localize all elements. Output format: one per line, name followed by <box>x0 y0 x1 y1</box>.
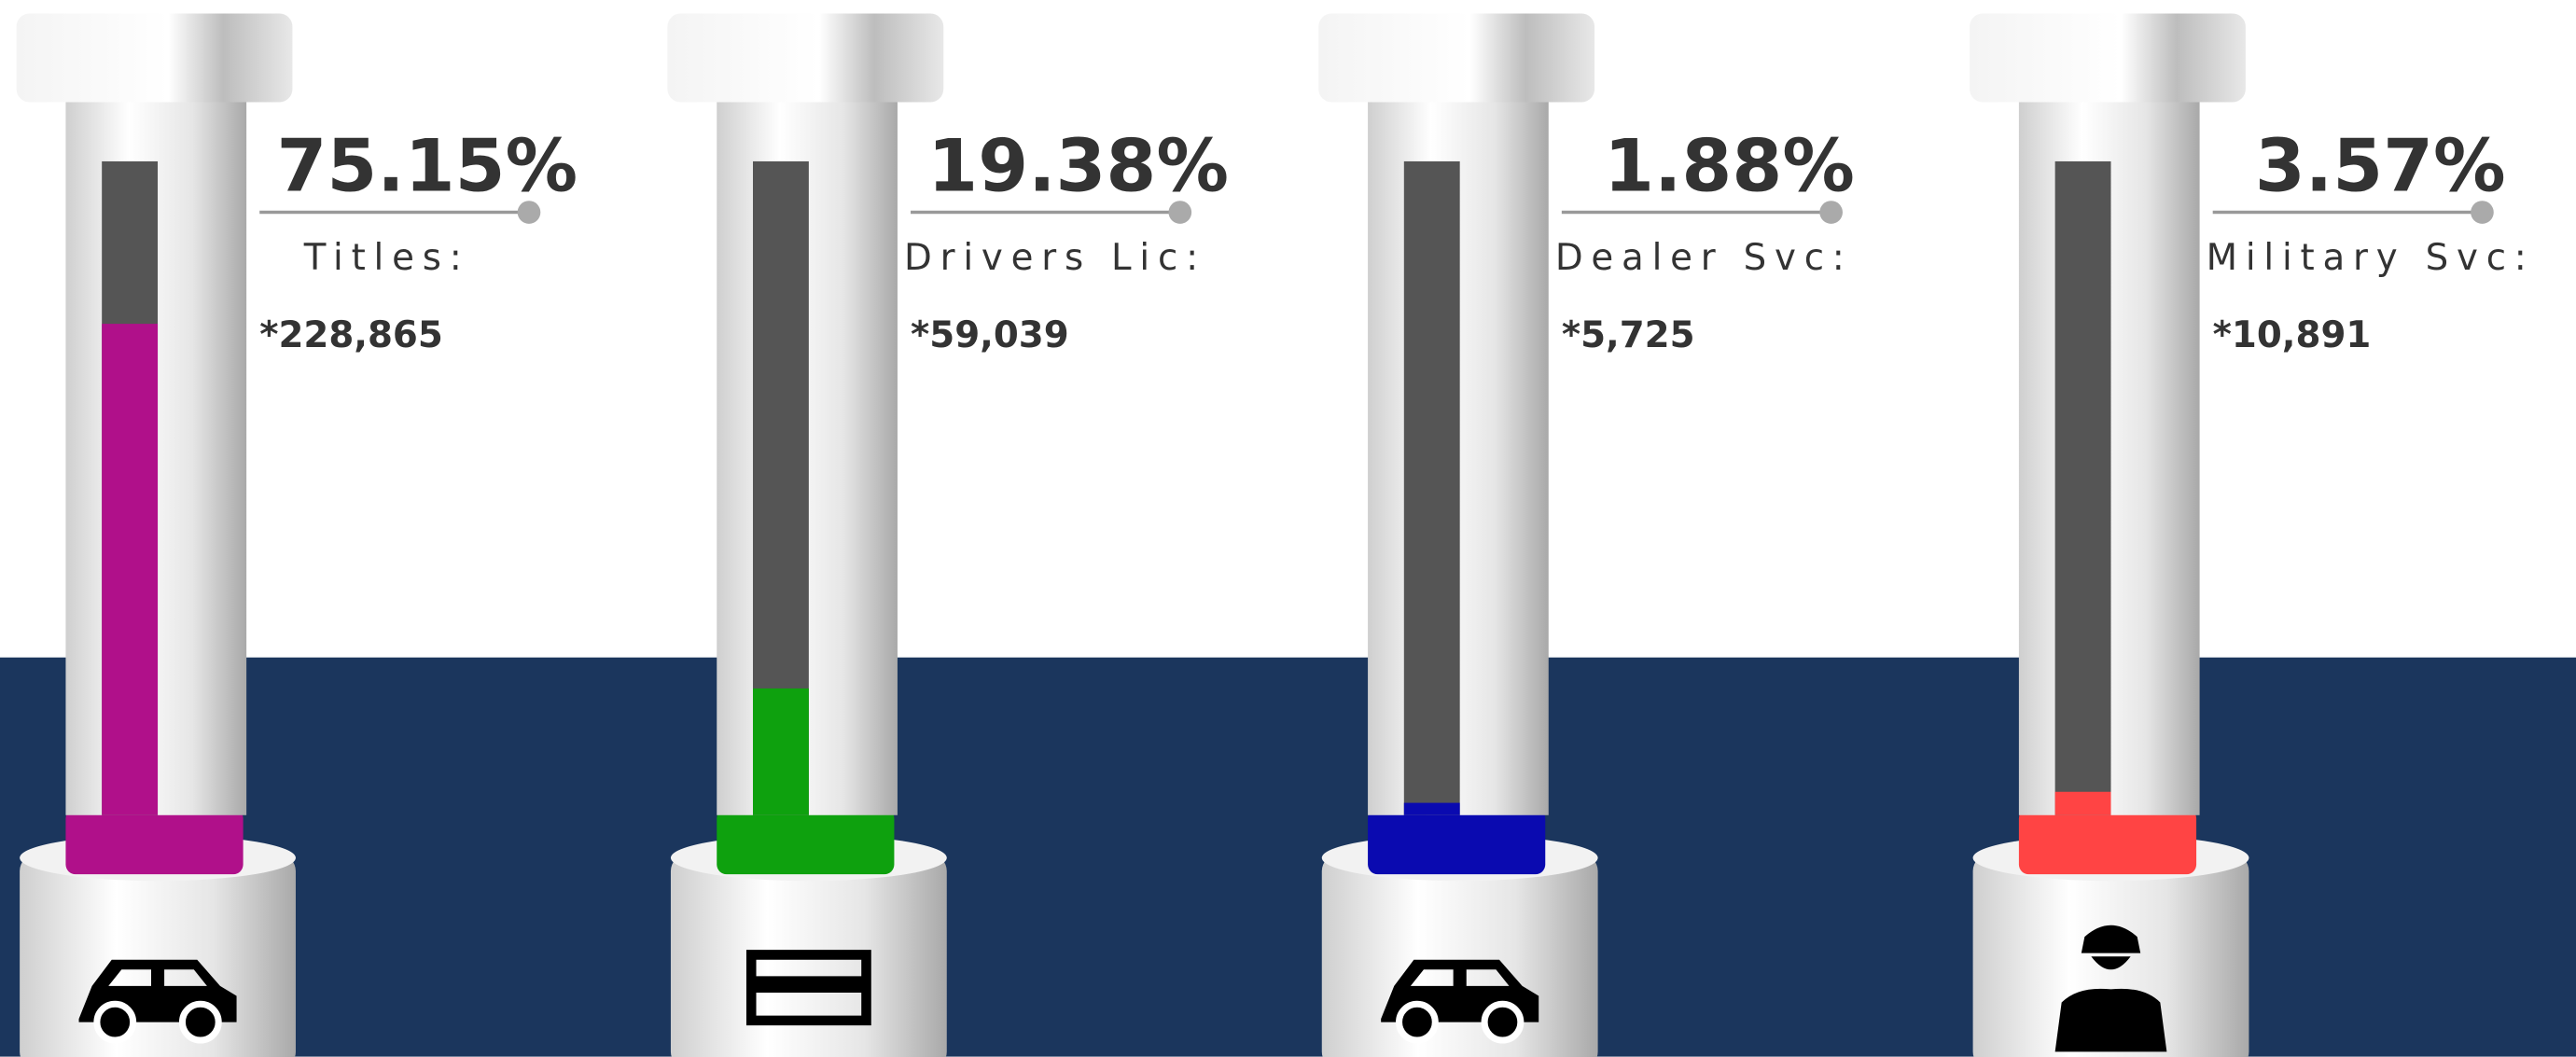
percent-label: 3.57% <box>2255 125 2506 209</box>
category-label: Drivers Lic: <box>904 237 1206 279</box>
percent-label: 1.88% <box>1604 125 1855 209</box>
count-label: *228,865 <box>259 314 443 356</box>
wheel <box>1396 1000 1439 1044</box>
icon-shape <box>2054 925 2167 1052</box>
ring <box>1368 808 1546 875</box>
ring <box>717 808 895 875</box>
divider-dot <box>2471 201 2494 224</box>
tubes: 75.15% Titles: *228,865 19.38% Drivers Lic: *… <box>16 13 2535 1057</box>
category-label: Dealer Svc: <box>1555 237 1853 279</box>
base <box>1321 855 1598 1057</box>
icon <box>2054 925 2167 1052</box>
icon <box>1381 959 1539 1044</box>
icon-shape <box>745 950 871 1026</box>
cap <box>1318 13 1595 103</box>
tube: 1.88% Dealer Svc: *5,725 <box>1318 13 1855 1057</box>
fill-level <box>102 324 159 815</box>
fill-level <box>1403 802 1460 815</box>
cap <box>16 13 293 103</box>
fill-level <box>2054 791 2111 815</box>
tube: 75.15% Titles: *228,865 <box>16 13 578 1057</box>
percent-label: 75.15% <box>276 125 578 209</box>
wheel <box>1481 1000 1525 1044</box>
count-label: *59,039 <box>911 314 1069 356</box>
tube: 19.38% Drivers Lic: *59,039 <box>667 13 1229 1057</box>
fill-level <box>752 688 809 815</box>
percent-label: 19.38% <box>927 125 1229 209</box>
base <box>20 855 296 1057</box>
divider-dot <box>1819 201 1843 224</box>
category-label: Military Svc: <box>2207 237 2535 279</box>
wheel <box>178 1000 222 1044</box>
divider-dot <box>1168 201 1192 224</box>
tube-slot <box>1403 160 1460 815</box>
cap <box>667 13 944 103</box>
icon <box>78 959 237 1044</box>
icon <box>745 950 871 1026</box>
ring <box>2018 808 2197 875</box>
base <box>1972 855 2249 1057</box>
count-label: *5,725 <box>1562 314 1695 356</box>
divider-dot <box>517 201 541 224</box>
ring <box>65 808 244 875</box>
tube: 3.57% Military Svc: *10,891 <box>1970 13 2535 1057</box>
wheel <box>93 1000 137 1044</box>
cap <box>1970 13 2246 103</box>
tube-slot <box>2054 160 2111 815</box>
count-label: *10,891 <box>2213 314 2372 356</box>
category-label: Titles: <box>303 237 470 279</box>
